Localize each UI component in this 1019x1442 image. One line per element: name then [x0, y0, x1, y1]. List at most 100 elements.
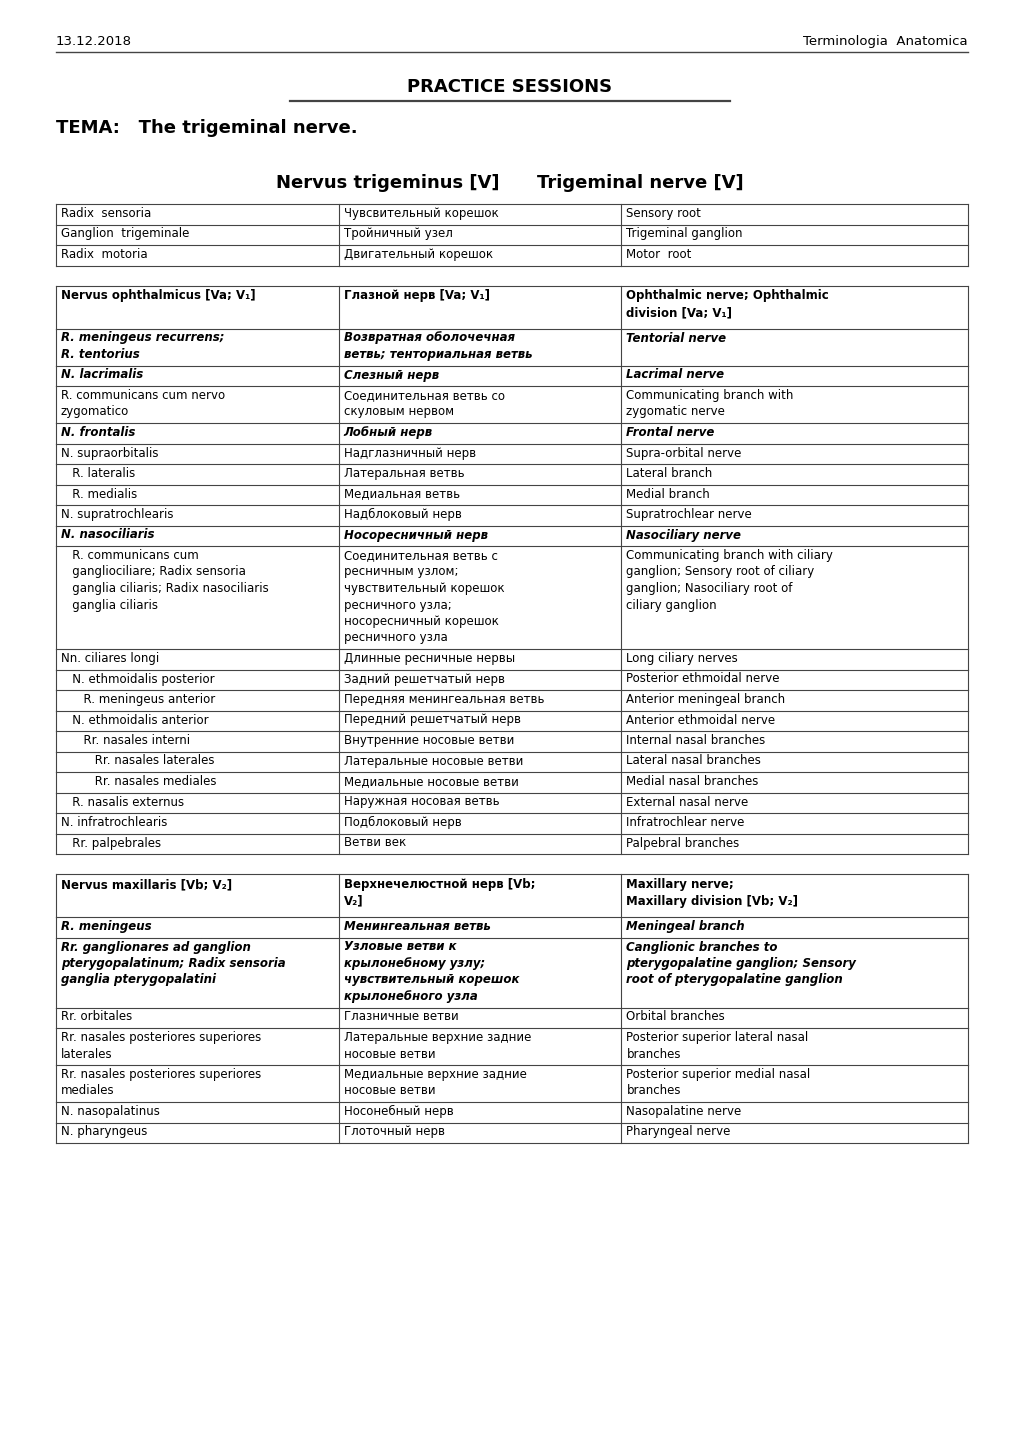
Text: Nasopalatine nerve: Nasopalatine nerve	[626, 1105, 741, 1118]
Text: R. medialis: R. medialis	[61, 487, 138, 500]
Text: Rr. palpebrales: Rr. palpebrales	[61, 836, 161, 849]
Text: Long ciliary nerves: Long ciliary nerves	[626, 652, 738, 665]
Text: Palpebral branches: Palpebral branches	[626, 836, 739, 849]
Text: Наружная носовая ветвь: Наружная носовая ветвь	[343, 796, 499, 809]
Text: Внутренние носовые ветви: Внутренние носовые ветви	[343, 734, 514, 747]
Text: R. communicans cum nervo
zygomatico: R. communicans cum nervo zygomatico	[61, 389, 225, 418]
Text: Глазничные ветви: Глазничные ветви	[343, 1011, 458, 1024]
Text: Ветви век: Ветви век	[343, 836, 406, 849]
Text: R. meningeus recurrens;
R. tentorius: R. meningeus recurrens; R. tentorius	[61, 332, 224, 360]
Text: Infratrochlear nerve: Infratrochlear nerve	[626, 816, 744, 829]
Text: Rr. nasales laterales: Rr. nasales laterales	[61, 754, 214, 767]
Text: Lateral nasal branches: Lateral nasal branches	[626, 754, 760, 767]
Text: Nervus ophthalmicus [Va; V₁]: Nervus ophthalmicus [Va; V₁]	[61, 290, 256, 303]
Text: Meningeal branch: Meningeal branch	[626, 920, 744, 933]
Text: Надглазничный нерв: Надглазничный нерв	[343, 447, 476, 460]
Text: Anterior meningeal branch: Anterior meningeal branch	[626, 694, 785, 707]
Text: Communicating branch with ciliary
ganglion; Sensory root of ciliary
ganglion; Na: Communicating branch with ciliary gangli…	[626, 549, 833, 611]
Text: Supra-orbital nerve: Supra-orbital nerve	[626, 447, 741, 460]
Text: N. supraorbitalis: N. supraorbitalis	[61, 447, 158, 460]
Text: Radix  sensoria: Radix sensoria	[61, 208, 151, 221]
Text: Posterior ethmoidal nerve: Posterior ethmoidal nerve	[626, 672, 780, 685]
Text: Латеральные носовые ветви: Латеральные носовые ветви	[343, 754, 523, 767]
Text: Надблоковый нерв: Надблоковый нерв	[343, 508, 462, 521]
Text: Латеральные верхние задние
носовые ветви: Латеральные верхние задние носовые ветви	[343, 1031, 531, 1060]
Text: Trigeminal ganglion: Trigeminal ganglion	[626, 228, 742, 241]
Text: N. pharyngeus: N. pharyngeus	[61, 1126, 147, 1139]
Text: Медиальные верхние задние
носовые ветви: Медиальные верхние задние носовые ветви	[343, 1069, 526, 1097]
Text: Orbital branches: Orbital branches	[626, 1011, 725, 1024]
Text: N. frontalis: N. frontalis	[61, 425, 136, 438]
Text: N. infratrochlearis: N. infratrochlearis	[61, 816, 167, 829]
Text: Длинные ресничные нервы: Длинные ресничные нервы	[343, 652, 515, 665]
Text: Canglionic branches to
pterygopalatine ganglion; Sensory
root of pterygopalatine: Canglionic branches to pterygopalatine g…	[626, 940, 856, 986]
Text: Rr. nasales posteriores superiores
mediales: Rr. nasales posteriores superiores media…	[61, 1069, 261, 1097]
Text: Motor  root: Motor root	[626, 248, 691, 261]
Text: N. nasopalatinus: N. nasopalatinus	[61, 1105, 160, 1118]
Text: Медиальная ветвь: Медиальная ветвь	[343, 487, 460, 500]
Text: Двигательный корешок: Двигательный корешок	[343, 248, 492, 261]
Text: Nervus maxillaris [Vb; V₂]: Nervus maxillaris [Vb; V₂]	[61, 878, 232, 891]
Text: Узловые ветви к
крылонебному узлу;
чувствительный корешок
крылонебного узла: Узловые ветви к крылонебному узлу; чувст…	[343, 940, 519, 1004]
Text: Ganglion  trigeminale: Ganglion trigeminale	[61, 228, 190, 241]
Text: Соединительная ветвь с
ресничным узлом;
чувствительный корешок
ресничного узла;
: Соединительная ветвь с ресничным узлом; …	[343, 549, 503, 645]
Text: Подблоковый нерв: Подблоковый нерв	[343, 816, 461, 829]
Text: R. meningeus: R. meningeus	[61, 920, 152, 933]
Text: Nasociliary nerve: Nasociliary nerve	[626, 529, 741, 542]
Text: Nervus trigeminus [V]      Trigeminal nerve [V]: Nervus trigeminus [V] Trigeminal nerve […	[276, 174, 743, 192]
Text: Rr. ganglionares ad ganglion
pterygopalatinum; Radix sensoria
ganglia pterygopal: Rr. ganglionares ad ganglion pterygopala…	[61, 940, 285, 986]
Text: Глазной нерв [Va; V₁]: Глазной нерв [Va; V₁]	[343, 290, 489, 303]
Text: Rr. orbitales: Rr. orbitales	[61, 1011, 132, 1024]
Text: Anterior ethmoidal nerve: Anterior ethmoidal nerve	[626, 714, 774, 727]
Text: Ophthalmic nerve; Ophthalmic
division [Va; V₁]: Ophthalmic nerve; Ophthalmic division [V…	[626, 290, 828, 319]
Text: Lateral branch: Lateral branch	[626, 467, 712, 480]
Text: Задний решетчатый нерв: Задний решетчатый нерв	[343, 672, 504, 685]
Text: N. lacrimalis: N. lacrimalis	[61, 369, 143, 382]
Text: PRACTICE SESSIONS: PRACTICE SESSIONS	[407, 78, 612, 97]
Text: Rr. nasales interni: Rr. nasales interni	[61, 734, 190, 747]
Text: TEMA:   The trigeminal nerve.: TEMA: The trigeminal nerve.	[56, 120, 358, 137]
Text: Posterior superior medial nasal
branches: Posterior superior medial nasal branches	[626, 1069, 810, 1097]
Text: Тройничный узел: Тройничный узел	[343, 228, 452, 241]
Text: Соединительная ветвь со
скуловым нервом: Соединительная ветвь со скуловым нервом	[343, 389, 504, 418]
Text: Передняя менингеальная ветвь: Передняя менингеальная ветвь	[343, 694, 544, 707]
Text: Медиальные носовые ветви: Медиальные носовые ветви	[343, 774, 518, 787]
Text: Чувсвительный корешок: Чувсвительный корешок	[343, 208, 498, 221]
Text: Tentorial nerve: Tentorial nerve	[626, 332, 726, 345]
Text: R. meningeus anterior: R. meningeus anterior	[61, 694, 215, 707]
Text: Medial nasal branches: Medial nasal branches	[626, 774, 758, 787]
Text: Слезный нерв: Слезный нерв	[343, 369, 438, 382]
Text: Лобный нерв: Лобный нерв	[343, 425, 432, 438]
Text: Возвратная оболочечная
ветвь; тенториальная ветвь: Возвратная оболочечная ветвь; тенториаль…	[343, 332, 532, 360]
Text: N. ethmoidalis posterior: N. ethmoidalis posterior	[61, 672, 214, 685]
Text: Maxillary nerve;
Maxillary division [Vb; V₂]: Maxillary nerve; Maxillary division [Vb;…	[626, 878, 798, 907]
Text: Communicating branch with
zygomatic nerve: Communicating branch with zygomatic nerv…	[626, 389, 793, 418]
Text: Передний решетчатый нерв: Передний решетчатый нерв	[343, 714, 521, 727]
Text: Supratrochlear nerve: Supratrochlear nerve	[626, 508, 751, 521]
Text: 13.12.2018: 13.12.2018	[56, 35, 131, 48]
Text: Frontal nerve: Frontal nerve	[626, 425, 714, 438]
Text: Terminologia  Anatomica: Terminologia Anatomica	[803, 35, 967, 48]
Text: Lacrimal nerve: Lacrimal nerve	[626, 369, 723, 382]
Text: N. ethmoidalis anterior: N. ethmoidalis anterior	[61, 714, 209, 727]
Text: Radix  motoria: Radix motoria	[61, 248, 148, 261]
Text: Internal nasal branches: Internal nasal branches	[626, 734, 765, 747]
Text: R. nasalis externus: R. nasalis externus	[61, 796, 184, 809]
Text: Rr. nasales mediales: Rr. nasales mediales	[61, 774, 216, 787]
Text: Sensory root: Sensory root	[626, 208, 701, 221]
Text: Носонебный нерв: Носонебный нерв	[343, 1105, 453, 1118]
Text: Posterior superior lateral nasal
branches: Posterior superior lateral nasal branche…	[626, 1031, 808, 1060]
Text: N. supratrochlearis: N. supratrochlearis	[61, 508, 173, 521]
Text: Менингеальная ветвь: Менингеальная ветвь	[343, 920, 490, 933]
Text: Rr. nasales posteriores superiores
laterales: Rr. nasales posteriores superiores later…	[61, 1031, 261, 1060]
Text: Носоресничный нерв: Носоресничный нерв	[343, 529, 487, 542]
Text: Medial branch: Medial branch	[626, 487, 709, 500]
Text: Nn. ciliares longi: Nn. ciliares longi	[61, 652, 159, 665]
Text: Латеральная ветвь: Латеральная ветвь	[343, 467, 464, 480]
Text: R. communicans cum
   gangliociliare; Radix sensoria
   ganglia ciliaris; Radix : R. communicans cum gangliociliare; Radix…	[61, 549, 268, 611]
Text: Глоточный нерв: Глоточный нерв	[343, 1126, 444, 1139]
Text: Pharyngeal nerve: Pharyngeal nerve	[626, 1126, 730, 1139]
Text: N. nasociliaris: N. nasociliaris	[61, 529, 154, 542]
Text: External nasal nerve: External nasal nerve	[626, 796, 748, 809]
Text: R. lateralis: R. lateralis	[61, 467, 136, 480]
